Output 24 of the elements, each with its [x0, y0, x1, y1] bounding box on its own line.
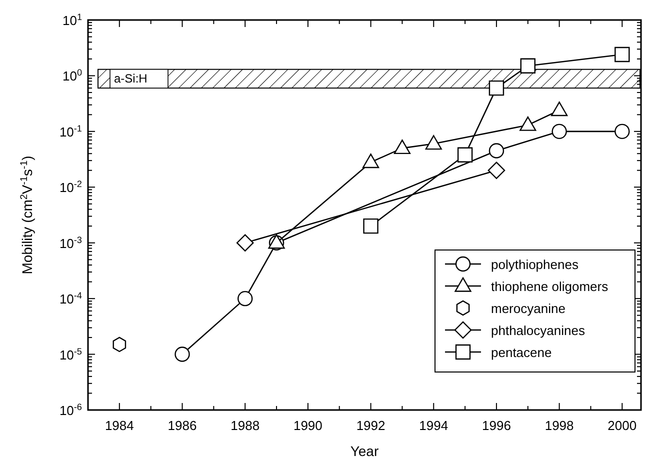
x-tick-label: 1986	[168, 418, 197, 433]
y-tick-label: 10$^{0}$	[62, 68, 82, 84]
legend-label: merocyanine	[491, 301, 566, 316]
x-tick-label: 1998	[544, 418, 574, 433]
band-label: a-Si:H	[114, 72, 148, 86]
x-tick-label: 1992	[356, 418, 386, 433]
y-tick-label: 10$^{-5}$	[59, 346, 82, 362]
x-tick-label: 1988	[230, 418, 260, 433]
legend-label: thiophene oligomers	[491, 279, 609, 294]
x-axis-title: Year	[350, 443, 379, 459]
x-tick-label: 1994	[419, 418, 448, 433]
legend-label: phthalocyanines	[491, 323, 586, 338]
y-tick-label: 10$^{-4}$	[59, 290, 82, 307]
legend-label: polythiophenes	[491, 257, 579, 272]
legend-label: pentacene	[491, 345, 552, 360]
y-tick-label: 10$^{-1}$	[59, 123, 82, 140]
x-tick-label: 1984	[104, 418, 134, 433]
x-tick-label: 1996	[482, 418, 511, 433]
x-tick-label: 1990	[293, 418, 322, 433]
x-tick-label: 2000	[608, 418, 637, 433]
y-tick-label: 10$^{-3}$	[59, 234, 82, 251]
y-tick-label: 10$^{-2}$	[59, 179, 82, 196]
y-tick-label: 10$^{1}$	[62, 12, 82, 28]
y-tick-label: 10$^{-6}$	[59, 402, 82, 418]
